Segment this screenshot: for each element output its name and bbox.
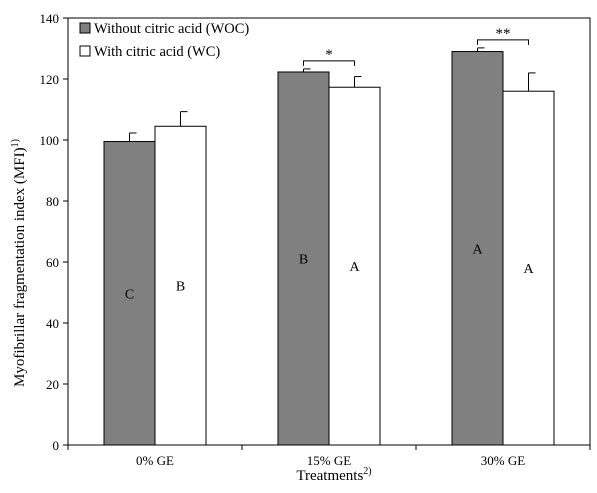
y-tick-label: 80 xyxy=(46,194,59,209)
bar-letters: C B B A A A xyxy=(125,242,535,302)
bar xyxy=(451,51,504,446)
y-tick-label: 120 xyxy=(40,72,60,87)
legend: Without citric acid (WOC) With citric aci… xyxy=(79,21,249,60)
bar-letter: A xyxy=(349,260,360,275)
bar-letter: A xyxy=(523,262,534,277)
significance-label: * xyxy=(325,47,333,63)
bar-letter: B xyxy=(176,280,185,295)
legend-swatch xyxy=(79,22,91,34)
y-tick-label: 20 xyxy=(46,377,59,392)
significance-label: ** xyxy=(496,26,511,42)
y-tick-label: 140 xyxy=(40,11,60,26)
y-tick-label: 100 xyxy=(40,133,60,148)
bars xyxy=(103,47,555,446)
x-tick-label: 15% GE xyxy=(307,453,351,468)
bar-letter: C xyxy=(125,287,134,302)
x-tick-label: 0% GE xyxy=(136,453,174,468)
bar xyxy=(103,141,156,446)
y-tick-label: 60 xyxy=(46,255,59,270)
y-tick-label: 0 xyxy=(53,438,60,453)
bar-letter: A xyxy=(472,242,483,257)
bar-letter: B xyxy=(299,252,308,267)
x-tick-label: 30% GE xyxy=(481,453,525,468)
y-tick-label: 40 xyxy=(46,316,59,331)
significance-bracket xyxy=(477,39,529,45)
bar xyxy=(154,125,207,446)
x-axis-label: Treatments2) xyxy=(296,466,371,484)
legend-swatch xyxy=(79,45,91,57)
significance-markers: *** xyxy=(303,26,529,66)
legend-label: Without citric acid (WOC) xyxy=(94,21,249,37)
bar xyxy=(328,86,381,446)
significance-bracket xyxy=(303,60,355,66)
bar xyxy=(502,90,555,446)
y-axis-label: Myofibrillar fragmentation index (MFI)1) xyxy=(10,139,28,387)
legend-label: With citric acid (WC) xyxy=(94,44,220,60)
